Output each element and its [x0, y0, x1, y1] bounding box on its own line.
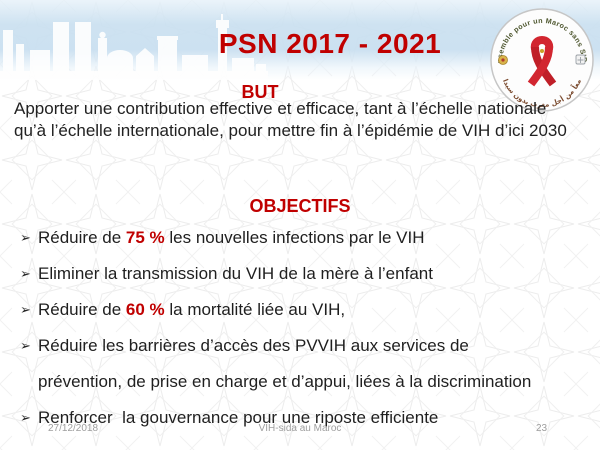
objectif-text: Renforcer la gouvernance pour une ripost… — [38, 408, 439, 427]
footer-title: VIH-sida au Maroc — [258, 423, 342, 434]
arrow-bullet-icon: ➢ — [20, 338, 31, 353]
objectif-item: ➢ Eliminer la transmission du VIH de la m… — [20, 256, 582, 292]
footer-date: 27/12/2018 — [48, 423, 99, 434]
objectif-text: Réduire de — [38, 300, 126, 319]
slide-footer: 27/12/2018 VIH-sida au Maroc 23 — [0, 423, 600, 439]
city-skyline-icon — [0, 14, 268, 80]
but-heading: BUT — [241, 82, 279, 102]
objectif-item: ➢ Réduire les barrières d’accès des PVVIH… — [20, 328, 582, 400]
objectifs-heading: OBJECTIFS — [249, 196, 351, 216]
objectif-text-line2: prévention, de prise en charge et d’appu… — [38, 372, 532, 391]
objectif-text: Réduire les barrières d’accès des PVVIH … — [38, 336, 469, 355]
objectif-item: ➢ Renforcer la gouvernance pour une ripos… — [20, 400, 582, 436]
objectif-text: Eliminer la transmission du VIH de la mè… — [38, 264, 433, 283]
slide-number: 23 — [536, 423, 548, 434]
partner-emblem-icon — [575, 54, 586, 65]
objectif-text: la mortalité liée au VIH, — [164, 300, 346, 319]
maroc-sans-sida-logo: Ensemble pour un Maroc sans SIDA معاً من… — [486, 0, 595, 113]
moroccan-coat-of-arms-icon — [498, 55, 508, 65]
objectif-item: ➢ Réduire de 75 % les nouvelles infection… — [20, 220, 582, 256]
arrow-bullet-icon: ➢ — [20, 266, 31, 281]
objectif-text: Réduire de — [38, 228, 126, 247]
arrow-bullet-icon: ➢ — [20, 230, 31, 245]
objectif-highlight: 75 % — [125, 228, 165, 247]
but-paragraph: Apporter une contribution effective et e… — [14, 99, 567, 140]
slide-title: PSN 2017 - 2021 — [218, 28, 442, 59]
objectif-highlight: 60 % — [125, 300, 165, 319]
arrow-bullet-icon: ➢ — [20, 302, 31, 317]
objectif-item: ➢ Réduire de 60 % la mortalité liée au VI… — [20, 292, 582, 328]
objectifs-list: ➢ Réduire de 75 % les nouvelles infection… — [20, 220, 582, 436]
red-awareness-ribbon-icon — [527, 36, 557, 87]
arrow-bullet-icon: ➢ — [20, 410, 31, 425]
logo-circle — [490, 8, 594, 112]
objectif-text: les nouvelles infections par le VIH — [164, 228, 425, 247]
